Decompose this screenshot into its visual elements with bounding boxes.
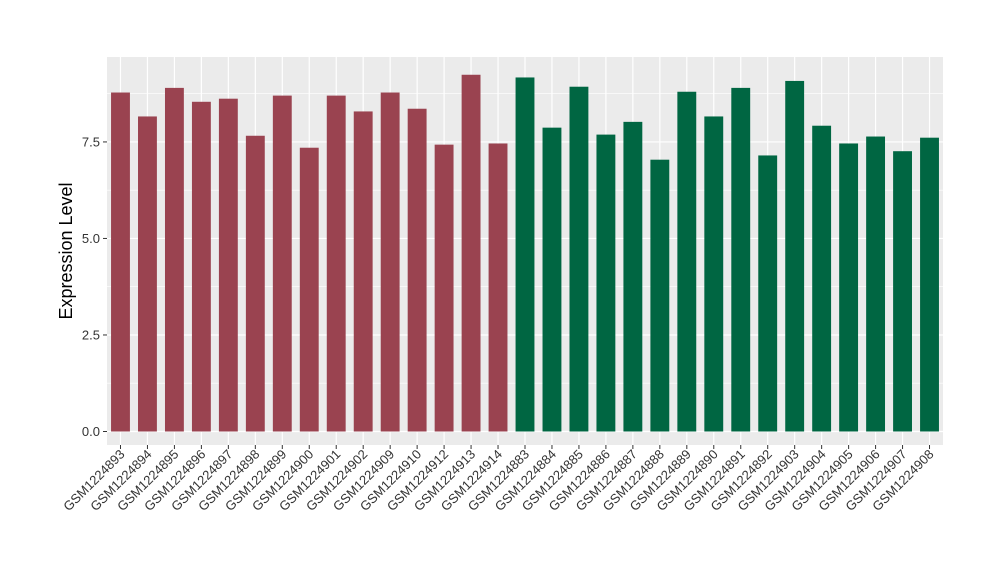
- bar-GSM1224895: [164, 87, 184, 432]
- bar-GSM1224889: [677, 91, 697, 432]
- bar-GSM1224900: [299, 147, 319, 432]
- bar-GSM1224890: [704, 116, 724, 432]
- y-tick-label: 5.0: [82, 231, 100, 246]
- bar-GSM1224883: [515, 77, 535, 432]
- bar-GSM1224904: [812, 125, 832, 432]
- bar-GSM1224897: [218, 98, 238, 432]
- bar-GSM1224908: [920, 137, 939, 432]
- bar-GSM1224913: [461, 74, 481, 432]
- bar-GSM1224910: [407, 108, 427, 432]
- bar-GSM1224896: [191, 101, 211, 432]
- bar-GSM1224899: [272, 95, 292, 432]
- bar-GSM1224901: [326, 95, 346, 432]
- bar-GSM1224909: [380, 92, 400, 432]
- bar-GSM1224886: [596, 134, 616, 432]
- bar-GSM1224891: [731, 87, 751, 432]
- bar-GSM1224887: [623, 121, 643, 432]
- bar-GSM1224893: [111, 92, 130, 432]
- y-tick-label: 7.5: [82, 134, 100, 149]
- bar-GSM1224906: [866, 136, 886, 432]
- bar-GSM1224914: [488, 143, 508, 432]
- bar-GSM1224898: [245, 135, 265, 432]
- bar-GSM1224888: [650, 159, 670, 432]
- y-tick-label: 0.0: [82, 424, 100, 439]
- bar-GSM1224907: [893, 151, 912, 432]
- x-axis: GSM1224893GSM1224894GSM1224895GSM1224896…: [60, 445, 937, 514]
- bar-GSM1224892: [758, 155, 778, 432]
- y-axis-title: Expression Level: [56, 182, 76, 319]
- bar-GSM1224912: [434, 144, 454, 432]
- bar-GSM1224884: [542, 127, 562, 432]
- bar-GSM1224902: [353, 111, 373, 432]
- bar-GSM1224894: [138, 116, 157, 432]
- bars: [111, 74, 939, 432]
- y-axis: 0.0 2.5 5.0 7.5: [82, 134, 107, 439]
- bar-GSM1224905: [839, 143, 859, 432]
- bar-GSM1224903: [785, 80, 805, 432]
- bar-GSM1224885: [569, 86, 589, 432]
- y-tick-label: 2.5: [82, 327, 100, 342]
